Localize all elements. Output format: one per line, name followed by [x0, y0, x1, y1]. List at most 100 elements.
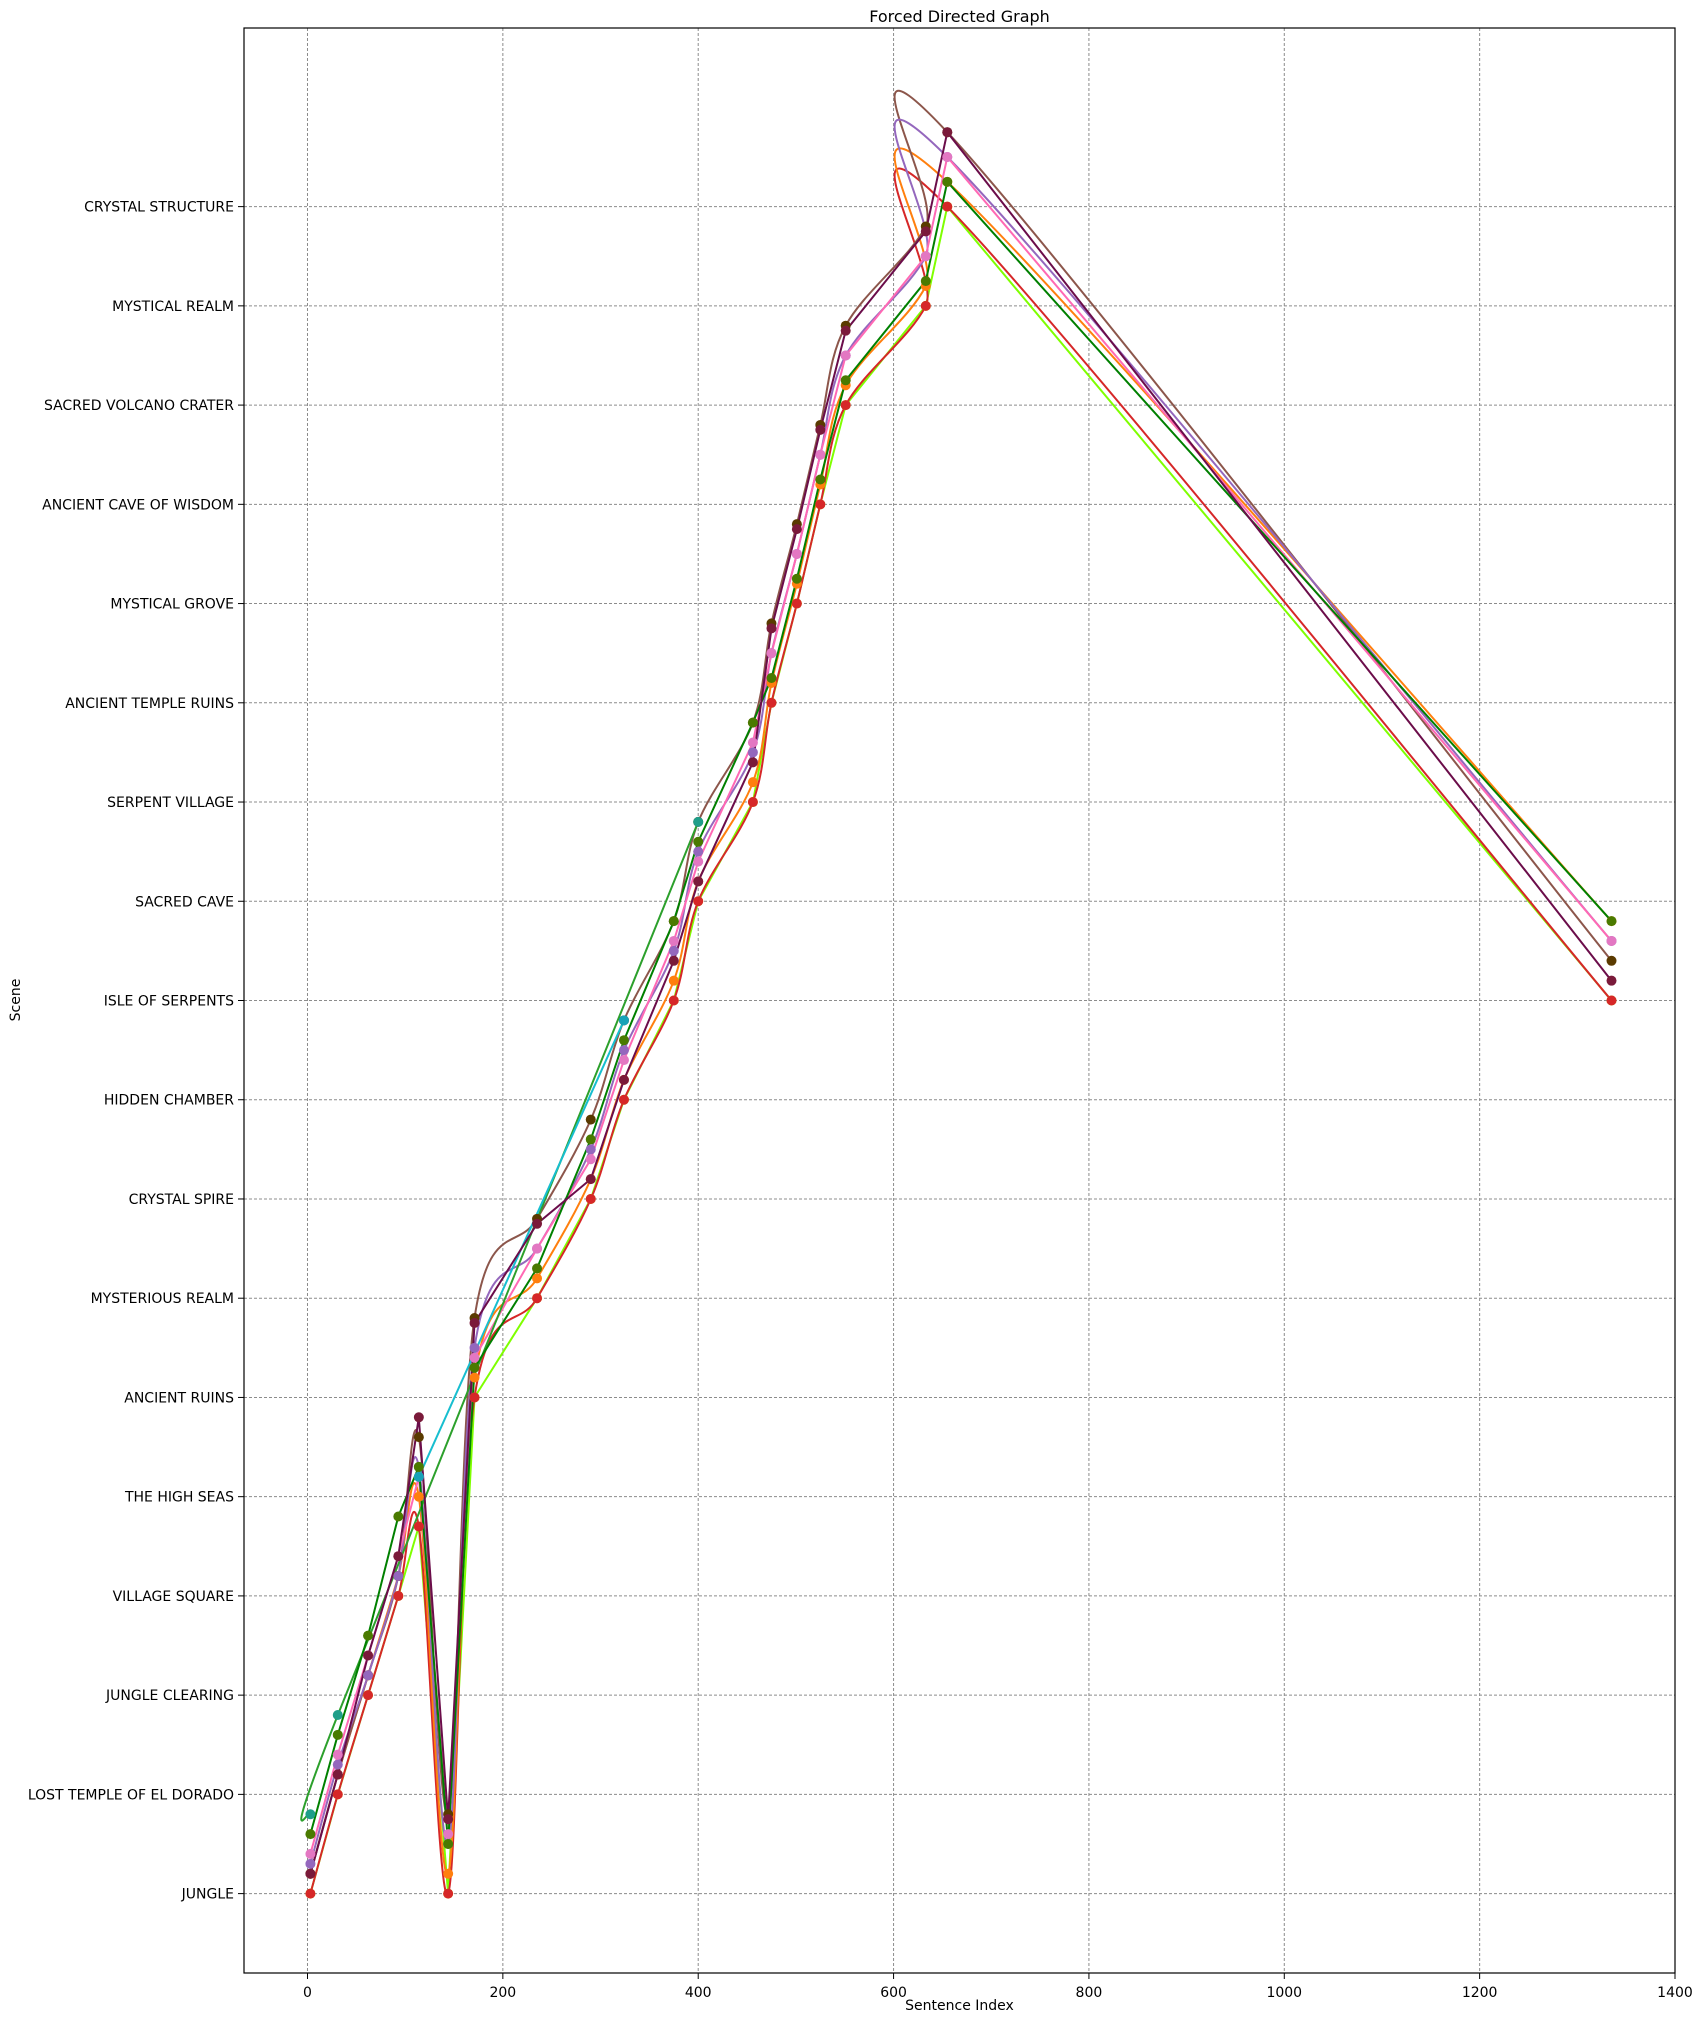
- data-point: [920, 300, 931, 311]
- data-point: [920, 251, 931, 262]
- data-point: [668, 955, 679, 966]
- data-point: [693, 846, 704, 857]
- data-point: [840, 350, 851, 361]
- data-point: [469, 1372, 480, 1383]
- data-point: [413, 1432, 424, 1443]
- series-line-6: [300, 821, 700, 1822]
- data-point: [393, 1571, 404, 1582]
- data-point: [766, 648, 777, 659]
- data-point: [332, 1769, 343, 1780]
- y-tick-label: JUNGLE: [181, 1887, 234, 1903]
- data-point: [791, 598, 802, 609]
- data-point: [668, 935, 679, 946]
- data-point: [443, 1888, 454, 1899]
- x-tick-label: 800: [1076, 1985, 1103, 2001]
- data-point: [443, 1814, 454, 1825]
- data-point: [815, 474, 826, 485]
- data-point: [668, 975, 679, 986]
- data-point: [363, 1630, 374, 1641]
- data-point: [305, 1829, 316, 1840]
- data-point: [840, 325, 851, 336]
- data-point: [585, 1174, 596, 1185]
- data-point: [766, 623, 777, 634]
- data-point: [443, 1829, 454, 1840]
- data-point: [443, 1838, 454, 1849]
- data-point: [1606, 995, 1617, 1006]
- data-point: [1606, 955, 1617, 966]
- data-point: [363, 1650, 374, 1661]
- data-point: [469, 1318, 480, 1329]
- data-point: [469, 1392, 480, 1403]
- data-point: [1606, 975, 1617, 986]
- x-tick-label: 1200: [1462, 1985, 1498, 2001]
- data-point: [618, 1035, 629, 1046]
- data-point: [693, 896, 704, 907]
- series-line-8: [309, 179, 1613, 1845]
- data-point: [618, 1074, 629, 1085]
- data-point: [815, 424, 826, 435]
- series-line-5: [309, 154, 1613, 1855]
- chart-title: Forced Directed Graph: [869, 7, 1050, 26]
- data-point: [942, 201, 953, 212]
- x-tick-label: 400: [685, 1985, 712, 2001]
- data-point: [693, 856, 704, 867]
- data-point: [693, 876, 704, 887]
- data-point: [585, 1114, 596, 1125]
- data-point: [332, 1749, 343, 1760]
- data-point: [1606, 935, 1617, 946]
- y-tick-label: MYSTICAL REALM: [112, 299, 234, 315]
- data-point: [618, 1055, 629, 1066]
- data-point: [791, 573, 802, 584]
- data-point: [305, 1848, 316, 1859]
- data-point: [693, 836, 704, 847]
- data-point: [413, 1471, 424, 1482]
- y-tick-label: LOST TEMPLE OF EL DORADO: [28, 1787, 234, 1803]
- data-point: [791, 524, 802, 535]
- data-point: [532, 1218, 543, 1229]
- data-point: [332, 1729, 343, 1740]
- y-tick-label: ANCIENT TEMPLE RUINS: [65, 696, 234, 712]
- data-point: [305, 1858, 316, 1869]
- y-tick-label: ANCIENT CAVE OF WISDOM: [42, 497, 234, 513]
- data-point: [747, 737, 758, 748]
- data-point: [766, 672, 777, 683]
- x-ticks: 0 200 400 600 800 1000 1200 1400: [303, 1973, 1693, 2001]
- x-tick-label: 1000: [1266, 1985, 1302, 2001]
- y-tick-label: CRYSTAL STRUCTURE: [84, 200, 234, 216]
- y-tick-label: HIDDEN CHAMBER: [104, 1093, 234, 1109]
- data-point: [942, 152, 953, 163]
- data-point: [668, 995, 679, 1006]
- data-point: [942, 176, 953, 187]
- data-point: [815, 499, 826, 510]
- y-tick-label: THE HIGH SEAS: [124, 1490, 234, 1506]
- data-point: [532, 1273, 543, 1284]
- data-point: [585, 1134, 596, 1145]
- data-point: [305, 1868, 316, 1879]
- series-line-4: [309, 118, 1613, 1865]
- data-point: [585, 1154, 596, 1165]
- y-axis-label: Scene: [8, 979, 24, 1022]
- y-tick-label: JUNGLE CLEARING: [105, 1688, 234, 1704]
- series-line-9: [309, 129, 1613, 1875]
- data-point: [393, 1511, 404, 1522]
- data-point: [585, 1144, 596, 1155]
- y-tick-label: ANCIENT RUINS: [124, 1390, 234, 1406]
- series-line-1: [309, 167, 1613, 1896]
- data-point: [668, 945, 679, 956]
- data-point: [585, 1193, 596, 1204]
- data-point: [668, 916, 679, 927]
- y-ticks: JUNGLE LOST TEMPLE OF EL DORADO JUNGLE CLE…: [28, 200, 244, 1903]
- data-point: [840, 375, 851, 386]
- data-point: [469, 1342, 480, 1353]
- data-point: [840, 400, 851, 411]
- data-point: [747, 717, 758, 728]
- data-point: [532, 1243, 543, 1254]
- data-point: [332, 1759, 343, 1770]
- data-point: [618, 1015, 629, 1026]
- data-point: [363, 1670, 374, 1681]
- data-point: [747, 757, 758, 768]
- y-tick-label: ISLE OF SERPENTS: [104, 994, 234, 1010]
- y-tick-label: MYSTICAL GROVE: [110, 597, 234, 613]
